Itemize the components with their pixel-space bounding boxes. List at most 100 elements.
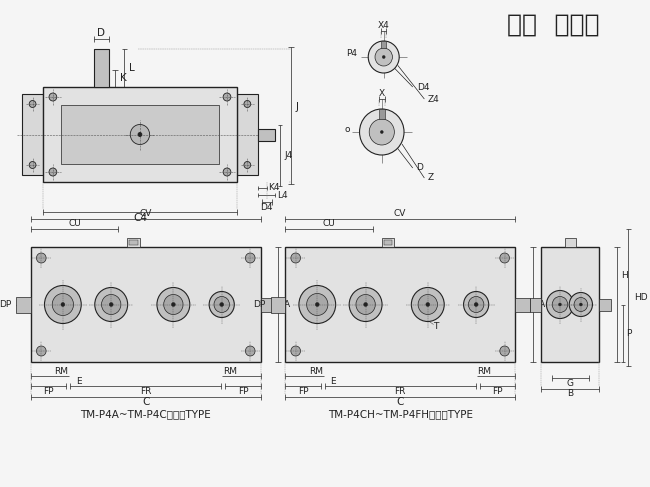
Text: 四段  平行轴: 四段 平行轴: [507, 13, 599, 37]
Circle shape: [411, 287, 444, 321]
Text: o: o: [344, 125, 350, 133]
Circle shape: [307, 294, 328, 316]
Circle shape: [558, 303, 562, 306]
Circle shape: [157, 287, 190, 321]
Text: K: K: [120, 74, 126, 83]
Bar: [31, 247, 261, 362]
Circle shape: [164, 295, 183, 315]
Text: C: C: [142, 397, 150, 407]
Bar: [515, 298, 530, 312]
Text: RM: RM: [309, 367, 323, 375]
Circle shape: [246, 346, 255, 356]
Bar: [379, 109, 385, 119]
Bar: [237, 94, 258, 175]
Circle shape: [380, 131, 384, 133]
Text: G: G: [567, 378, 574, 388]
Text: RM: RM: [223, 367, 237, 375]
Text: T: T: [433, 322, 438, 331]
Bar: [530, 298, 541, 312]
Circle shape: [500, 346, 510, 356]
Text: Z4: Z4: [427, 94, 439, 104]
Text: CU: CU: [322, 220, 335, 228]
Text: D4: D4: [417, 82, 430, 92]
Text: A: A: [538, 300, 545, 309]
Bar: [261, 298, 276, 312]
Circle shape: [49, 93, 57, 101]
Text: D4: D4: [261, 203, 273, 211]
Circle shape: [369, 119, 395, 145]
Text: FR: FR: [395, 387, 406, 395]
Text: CV: CV: [140, 209, 152, 219]
Bar: [60, 105, 219, 164]
Circle shape: [36, 346, 46, 356]
Text: E: E: [331, 376, 336, 386]
Text: D: D: [417, 164, 424, 172]
Bar: [22, 94, 43, 175]
Circle shape: [246, 253, 255, 263]
Circle shape: [547, 291, 573, 318]
Text: H: H: [621, 271, 627, 280]
Text: RM: RM: [55, 367, 69, 375]
Circle shape: [369, 41, 399, 73]
Text: J: J: [296, 102, 299, 112]
Text: A: A: [284, 300, 290, 309]
Circle shape: [291, 253, 300, 263]
Bar: [16, 297, 31, 313]
Text: DP: DP: [0, 300, 11, 309]
Circle shape: [44, 285, 81, 323]
Text: FP: FP: [492, 387, 502, 395]
Bar: [565, 238, 576, 247]
Bar: [94, 49, 109, 87]
Bar: [382, 238, 395, 247]
Circle shape: [130, 125, 150, 145]
Bar: [285, 247, 515, 362]
Text: RM: RM: [477, 367, 491, 375]
Text: FP: FP: [298, 387, 308, 395]
Circle shape: [382, 56, 385, 58]
Text: B: B: [567, 390, 573, 398]
Circle shape: [209, 292, 234, 318]
Circle shape: [579, 303, 582, 306]
Circle shape: [52, 294, 73, 316]
Circle shape: [356, 295, 375, 315]
Circle shape: [500, 253, 510, 263]
Circle shape: [299, 285, 335, 323]
Circle shape: [474, 302, 478, 306]
Bar: [599, 299, 611, 311]
Text: FP: FP: [238, 387, 248, 395]
Bar: [127, 238, 140, 247]
Text: FP: FP: [44, 387, 54, 395]
Circle shape: [426, 302, 430, 306]
Text: P: P: [627, 329, 632, 338]
Circle shape: [214, 297, 229, 313]
Text: C: C: [396, 397, 404, 407]
Circle shape: [138, 132, 142, 136]
Circle shape: [315, 302, 319, 306]
Text: CU: CU: [68, 220, 81, 228]
Text: HD: HD: [634, 293, 648, 302]
Bar: [384, 240, 393, 245]
Circle shape: [244, 100, 251, 108]
Text: D: D: [98, 28, 105, 38]
Circle shape: [61, 302, 65, 306]
Bar: [270, 297, 285, 313]
Bar: [382, 41, 386, 48]
Circle shape: [95, 287, 127, 321]
Text: P4: P4: [346, 50, 357, 58]
Circle shape: [223, 168, 231, 176]
Circle shape: [375, 48, 393, 66]
Circle shape: [223, 93, 231, 101]
Text: X4: X4: [378, 21, 389, 31]
Bar: [43, 87, 237, 182]
Circle shape: [291, 346, 300, 356]
Text: L4: L4: [278, 190, 288, 200]
Text: J4: J4: [284, 151, 292, 160]
Circle shape: [101, 295, 121, 315]
Circle shape: [29, 162, 36, 169]
Bar: [258, 129, 276, 141]
Circle shape: [359, 109, 404, 155]
Circle shape: [463, 292, 489, 318]
Text: CV: CV: [394, 209, 406, 219]
Circle shape: [349, 287, 382, 321]
Text: DP: DP: [254, 300, 266, 309]
